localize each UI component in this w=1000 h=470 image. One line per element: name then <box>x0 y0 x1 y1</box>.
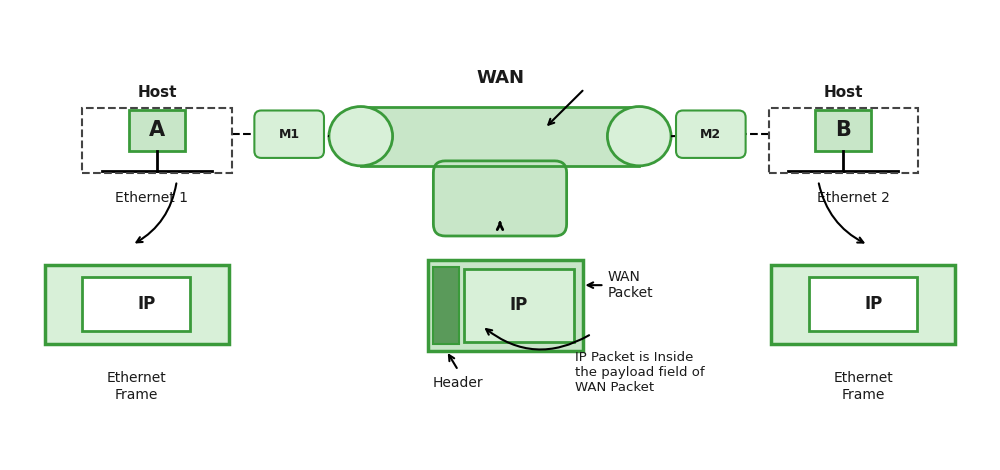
Text: M2: M2 <box>700 128 721 141</box>
Text: IP: IP <box>510 296 528 314</box>
Text: IP Packet is Inside
the payload field of
WAN Packet: IP Packet is Inside the payload field of… <box>575 351 704 393</box>
Text: Ethernet
Frame: Ethernet Frame <box>834 371 893 401</box>
FancyBboxPatch shape <box>82 277 190 331</box>
Text: Header: Header <box>433 376 484 390</box>
FancyBboxPatch shape <box>254 110 324 158</box>
Text: Host: Host <box>137 85 177 100</box>
Text: Ethernet 2: Ethernet 2 <box>817 190 889 204</box>
FancyBboxPatch shape <box>428 260 583 351</box>
FancyBboxPatch shape <box>45 265 229 344</box>
FancyBboxPatch shape <box>433 266 459 344</box>
FancyBboxPatch shape <box>809 277 917 331</box>
Text: IP: IP <box>137 295 156 313</box>
Text: M1: M1 <box>279 128 300 141</box>
FancyBboxPatch shape <box>815 110 871 151</box>
Text: Host: Host <box>823 85 863 100</box>
FancyBboxPatch shape <box>361 107 639 166</box>
Text: IP: IP <box>864 295 883 313</box>
FancyBboxPatch shape <box>433 161 567 236</box>
FancyBboxPatch shape <box>464 268 574 342</box>
Text: WAN
Packet: WAN Packet <box>607 270 653 300</box>
Text: B: B <box>835 120 851 140</box>
FancyBboxPatch shape <box>771 265 955 344</box>
Text: Ethernet
Frame: Ethernet Frame <box>107 371 166 401</box>
FancyBboxPatch shape <box>129 110 185 151</box>
Text: A: A <box>149 120 165 140</box>
Ellipse shape <box>329 107 393 166</box>
Text: WAN: WAN <box>476 69 524 87</box>
FancyBboxPatch shape <box>676 110 746 158</box>
Text: Ethernet 1: Ethernet 1 <box>115 190 188 204</box>
Ellipse shape <box>607 107 671 166</box>
